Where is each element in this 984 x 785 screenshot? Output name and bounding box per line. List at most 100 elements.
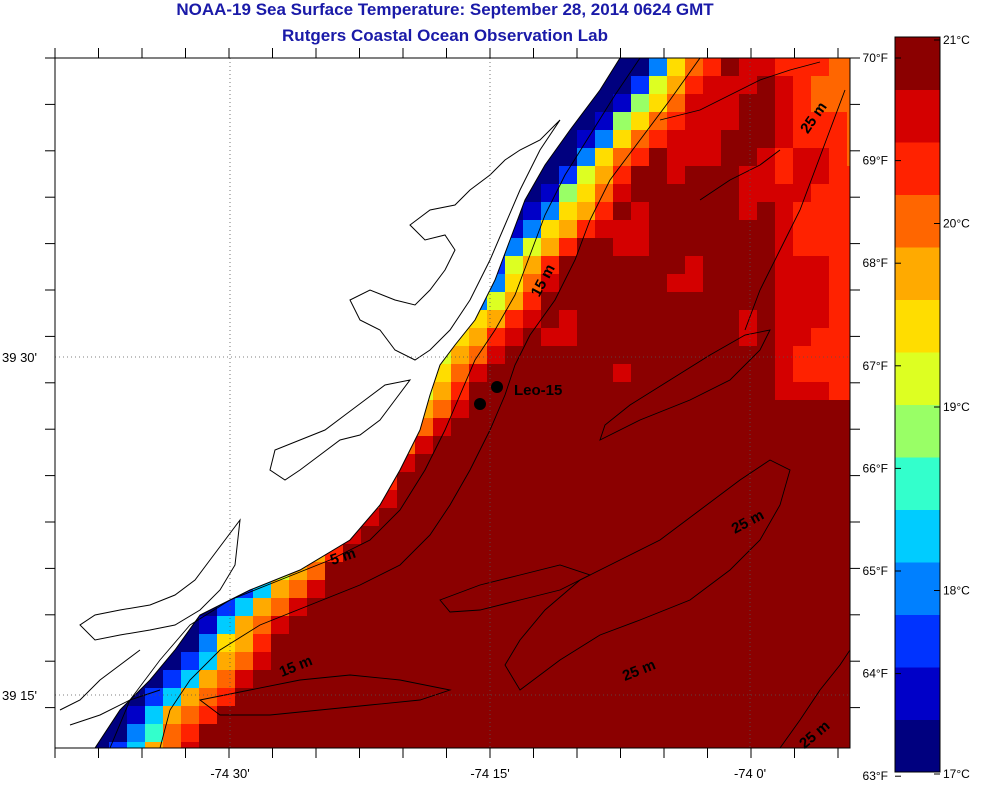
sst-cell bbox=[649, 562, 668, 581]
sst-cell bbox=[667, 616, 686, 635]
sst-cell bbox=[487, 562, 506, 581]
sst-cell bbox=[577, 652, 596, 671]
sst-cell bbox=[523, 688, 542, 707]
sst-cell bbox=[667, 670, 686, 689]
sst-cell bbox=[685, 328, 704, 347]
sst-cell bbox=[595, 652, 614, 671]
sst-cell bbox=[685, 382, 704, 401]
sst-cell bbox=[757, 256, 776, 275]
sst-cell bbox=[739, 436, 758, 455]
sst-cell bbox=[649, 526, 668, 545]
sst-cell bbox=[127, 706, 146, 725]
sst-cell bbox=[721, 382, 740, 401]
sst-cell bbox=[775, 148, 794, 167]
sst-cell bbox=[379, 652, 398, 671]
sst-cell bbox=[289, 742, 308, 748]
sst-cell bbox=[235, 706, 254, 725]
sst-cell bbox=[667, 634, 686, 653]
sst-cell bbox=[289, 598, 308, 617]
sst-cell bbox=[685, 112, 704, 131]
sst-cell bbox=[379, 562, 398, 581]
sst-cell bbox=[775, 472, 794, 491]
sst-cell bbox=[847, 634, 850, 653]
sst-cell bbox=[757, 670, 776, 689]
sst-cell bbox=[775, 346, 794, 365]
sst-cell bbox=[379, 598, 398, 617]
sst-cell bbox=[433, 562, 452, 581]
sst-cell bbox=[631, 76, 650, 95]
sst-cell bbox=[505, 346, 524, 365]
sst-cell bbox=[505, 256, 524, 275]
sst-cell bbox=[469, 724, 488, 743]
sst-cell bbox=[577, 706, 596, 725]
colorbar-c-label: 18°C bbox=[943, 584, 970, 598]
sst-cell bbox=[541, 652, 560, 671]
sst-cell bbox=[811, 364, 830, 383]
sst-cell bbox=[721, 598, 740, 617]
sst-cell bbox=[559, 652, 578, 671]
sst-cell bbox=[181, 706, 200, 725]
sst-cell bbox=[685, 238, 704, 257]
sst-cell bbox=[847, 742, 850, 748]
sst-cell bbox=[631, 418, 650, 437]
sst-cell bbox=[631, 742, 650, 748]
sst-cell bbox=[793, 544, 812, 563]
sst-cell bbox=[613, 616, 632, 635]
sst-cell bbox=[667, 76, 686, 95]
sst-cell bbox=[667, 130, 686, 149]
sst-cell bbox=[559, 742, 578, 748]
sst-cell bbox=[577, 256, 596, 275]
sst-cell bbox=[451, 706, 470, 725]
sst-cell bbox=[217, 634, 236, 653]
sst-cell bbox=[667, 580, 686, 599]
sst-cell bbox=[793, 184, 812, 203]
sst-cell bbox=[361, 562, 380, 581]
colorbar-segment bbox=[895, 404, 940, 458]
sst-cell bbox=[541, 742, 560, 748]
sst-cell bbox=[703, 688, 722, 707]
sst-cell bbox=[847, 670, 850, 689]
sst-cell bbox=[721, 688, 740, 707]
sst-cell bbox=[505, 418, 524, 437]
sst-cell bbox=[703, 580, 722, 599]
bathymetry-contours bbox=[109, 58, 850, 748]
sst-cell bbox=[721, 76, 740, 95]
sst-cell bbox=[667, 652, 686, 671]
sst-cell bbox=[685, 562, 704, 581]
sst-cell bbox=[757, 382, 776, 401]
sst-cell bbox=[775, 112, 794, 131]
sst-cell bbox=[721, 562, 740, 581]
sst-cell bbox=[559, 292, 578, 311]
sst-cell bbox=[703, 544, 722, 563]
sst-cell bbox=[703, 436, 722, 455]
sst-cell bbox=[361, 742, 380, 748]
sst-cell bbox=[847, 58, 850, 77]
sst-cell bbox=[613, 184, 632, 203]
sst-cell bbox=[397, 634, 416, 653]
sst-cell bbox=[145, 724, 164, 743]
sst-cell bbox=[451, 598, 470, 617]
sst-cell bbox=[523, 310, 542, 329]
sst-cell bbox=[523, 490, 542, 509]
sst-cell bbox=[199, 742, 218, 748]
sst-cell bbox=[703, 670, 722, 689]
map-title: NOAA-19 Sea Surface Temperature: Septemb… bbox=[176, 0, 714, 19]
sst-cell bbox=[595, 148, 614, 167]
sst-cell bbox=[685, 670, 704, 689]
sst-cell bbox=[595, 220, 614, 239]
sst-cell bbox=[469, 454, 488, 473]
sst-cell bbox=[739, 112, 758, 131]
sst-cell bbox=[685, 724, 704, 743]
sst-cell bbox=[523, 364, 542, 383]
sst-cell bbox=[685, 292, 704, 311]
sst-cell bbox=[631, 202, 650, 221]
sst-cell bbox=[433, 400, 452, 419]
sst-cell bbox=[721, 130, 740, 149]
sst-cell bbox=[235, 688, 254, 707]
sst-cell bbox=[541, 418, 560, 437]
sst-cell bbox=[271, 616, 290, 635]
sst-cell bbox=[577, 292, 596, 311]
sst-cell bbox=[613, 562, 632, 581]
sst-cell bbox=[721, 400, 740, 419]
sst-cell bbox=[667, 724, 686, 743]
